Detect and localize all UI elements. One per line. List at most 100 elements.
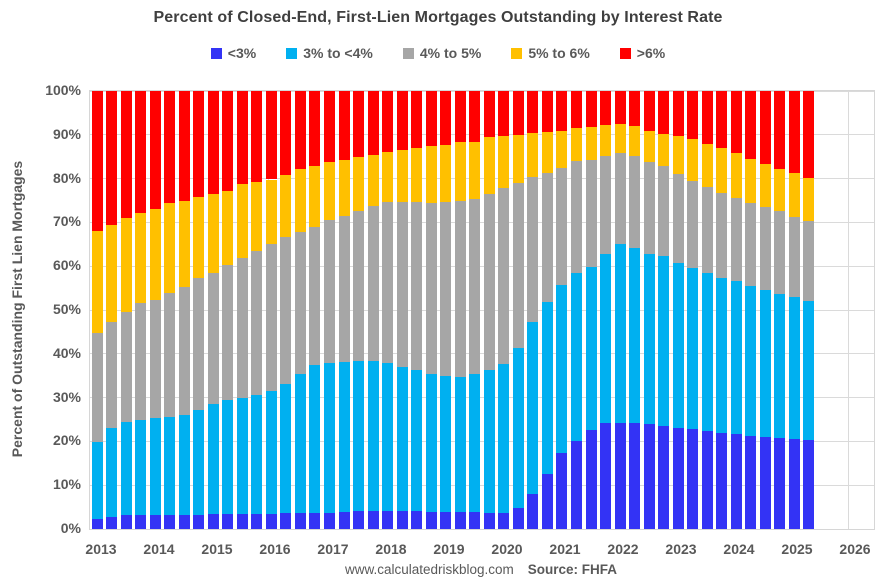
bar-segment xyxy=(483,91,495,137)
bar-segment xyxy=(701,143,713,187)
bar-segment xyxy=(614,422,626,529)
bar-segment xyxy=(527,493,539,529)
bar-segment xyxy=(469,91,481,142)
x-tick-label: 2013 xyxy=(85,541,117,557)
bar-segment xyxy=(411,202,423,371)
bar-segment xyxy=(774,211,786,294)
footer-site-url: www.calculatedriskblog.com xyxy=(344,562,514,577)
bar-segment xyxy=(774,438,786,529)
bar-segment xyxy=(614,124,626,153)
bar-segment xyxy=(222,264,234,400)
bar-segment xyxy=(178,514,190,529)
bar-segment xyxy=(803,440,815,529)
bar-segment xyxy=(367,154,379,206)
y-tick-label: 0% xyxy=(60,520,81,536)
bar-segment xyxy=(120,422,132,516)
bar-segment xyxy=(788,216,800,298)
bar-segment xyxy=(570,272,582,442)
bar-segment xyxy=(382,151,394,203)
legend-label: 5% to 6% xyxy=(528,45,590,61)
y-tick-label: 50% xyxy=(52,301,81,317)
bar-segment xyxy=(788,173,800,217)
bar-segment xyxy=(178,91,190,201)
bar-segment xyxy=(570,441,582,529)
bar-segment xyxy=(585,160,597,267)
bar-segment xyxy=(745,202,757,286)
bar-segment xyxy=(454,376,466,513)
bar-segment xyxy=(106,322,118,428)
bar-segment xyxy=(338,511,350,529)
bar-segment xyxy=(265,179,277,245)
bar-segment xyxy=(382,362,394,511)
bar-segment xyxy=(629,126,641,156)
bar-segment xyxy=(411,147,423,203)
bar-segment xyxy=(585,266,597,431)
legend-item: 5% to 6% xyxy=(511,45,590,61)
bar-segment xyxy=(687,267,699,430)
x-tick-label: 2026 xyxy=(839,541,871,557)
bar-segment xyxy=(294,374,306,514)
bar-segment xyxy=(149,209,161,300)
bar-segment xyxy=(382,510,394,529)
bar-segment xyxy=(701,272,713,431)
bar-segment xyxy=(483,512,495,529)
bar-segment xyxy=(396,366,408,512)
bar-segment xyxy=(541,173,553,303)
bar-segment xyxy=(556,130,568,168)
bar-segment xyxy=(730,281,742,435)
bar-segment xyxy=(353,156,365,212)
bar-segment xyxy=(600,423,612,529)
bar-segment xyxy=(483,370,495,513)
x-tick-label: 2018 xyxy=(375,541,407,557)
bar-segment xyxy=(120,91,132,219)
bar-segment xyxy=(265,244,277,392)
bar-segment xyxy=(483,136,495,194)
bar-segment xyxy=(135,419,147,516)
bar-segment xyxy=(164,203,176,294)
bar-segment xyxy=(541,302,553,474)
gridline-y xyxy=(90,440,874,442)
chart-title: Percent of Closed-End, First-Lien Mortga… xyxy=(153,9,723,26)
bar-segment xyxy=(803,300,815,441)
y-tick-label: 70% xyxy=(52,213,81,230)
bar-segment xyxy=(338,160,350,216)
bar-segment xyxy=(309,91,321,166)
bar-segment xyxy=(309,512,321,529)
bar-segment xyxy=(91,91,103,231)
legend-color-swatch xyxy=(402,47,414,59)
bar-segment xyxy=(222,190,234,265)
bar-segment xyxy=(658,426,670,529)
bar-segment xyxy=(382,202,394,363)
bar-segment xyxy=(309,226,321,366)
legend-color-swatch xyxy=(511,47,523,59)
y-tick-label: 80% xyxy=(52,169,81,186)
y-tick-label: 40% xyxy=(52,344,81,361)
bar-segment xyxy=(759,91,771,164)
bar-segment xyxy=(498,91,510,136)
bar-segment xyxy=(759,206,771,290)
bar-segment xyxy=(338,361,350,512)
bar-segment xyxy=(512,134,524,184)
bar-segment xyxy=(701,186,713,273)
bar-segment xyxy=(207,193,219,273)
footer: www.calculatedriskblog.com Source: FHFA xyxy=(89,562,873,577)
gridline-y xyxy=(90,484,874,486)
bar-segment xyxy=(280,91,292,176)
bar-segment xyxy=(193,278,205,410)
bar-segment xyxy=(193,409,205,515)
bar-segment xyxy=(745,91,757,159)
bar-segment xyxy=(294,169,306,232)
bar-segment xyxy=(207,514,219,529)
bar-segment xyxy=(541,131,553,174)
bar-segment xyxy=(745,158,757,203)
bar-segment xyxy=(135,303,147,420)
bar-segment xyxy=(120,515,132,529)
x-tick-label: 2020 xyxy=(491,541,523,557)
bar-segment xyxy=(396,150,408,202)
bar-segment xyxy=(585,430,597,529)
bar-segment xyxy=(280,236,292,385)
bar-segment xyxy=(774,293,786,439)
bar-segment xyxy=(759,163,771,207)
bar-segment xyxy=(774,91,786,169)
